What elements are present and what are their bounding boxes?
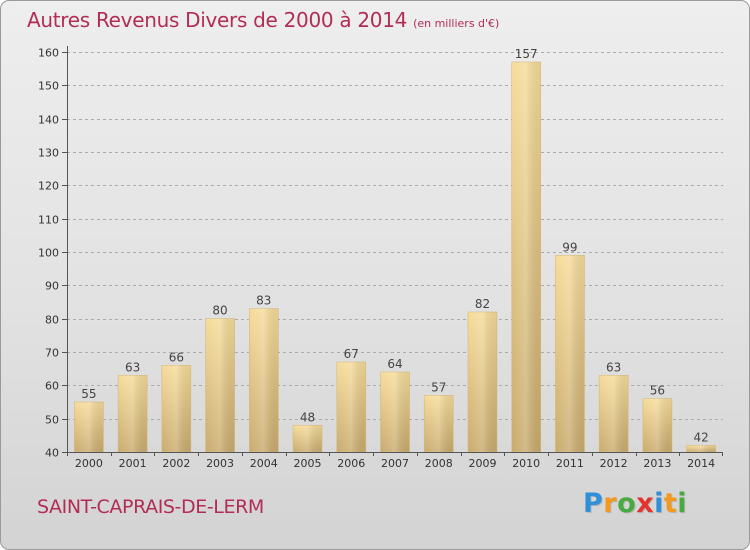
x-tick-label: 2003 [206, 457, 234, 470]
x-tick-label: 2004 [250, 457, 278, 470]
bar-value-label: 67 [344, 347, 359, 361]
y-tick-label: 140 [38, 114, 59, 127]
x-tick-label: 2006 [337, 457, 365, 470]
logo-letter: i [677, 488, 688, 519]
bar-value-label: 48 [300, 410, 315, 424]
bar-highlight [161, 365, 191, 452]
bar-value-label: 55 [81, 387, 96, 401]
bar-value-label: 83 [256, 294, 271, 308]
y-tick-label: 150 [38, 80, 59, 93]
x-tick-label: 2009 [468, 457, 496, 470]
y-tick-label: 100 [38, 247, 59, 260]
logo-letter: P [583, 488, 604, 519]
logo-letter: x [636, 488, 655, 519]
bar-value-label: 42 [693, 430, 708, 444]
commune-name: SAINT-CAPRAIS-DE-LERM [37, 496, 264, 518]
x-tick-label: 2000 [75, 457, 103, 470]
x-tick-label: 2007 [381, 457, 409, 470]
bar-highlight [336, 362, 366, 452]
bar-highlight [380, 372, 410, 452]
bar-highlight [467, 312, 497, 452]
bar-value-label: 63 [125, 360, 140, 374]
y-tick-label: 120 [38, 180, 59, 193]
x-tick-label: 2002 [162, 457, 190, 470]
y-tick-label: 160 [38, 47, 59, 60]
y-tick-label: 50 [45, 414, 59, 427]
x-tick-label: 2010 [512, 457, 540, 470]
bar-highlight [599, 375, 629, 452]
bar-highlight [424, 395, 454, 452]
bar-highlight [511, 62, 541, 452]
y-tick-label: 60 [45, 380, 59, 393]
bar-highlight [205, 318, 235, 452]
x-tick-label: 2008 [425, 457, 453, 470]
x-tick-label: 2012 [600, 457, 628, 470]
bar-value-label: 99 [562, 240, 577, 254]
bar-highlight [118, 375, 148, 452]
chart-title: Autres Revenus Divers de 2000 à 2014 (en … [27, 8, 499, 32]
bar-highlight [555, 255, 585, 452]
logo-letter: o [617, 488, 637, 519]
x-tick-label: 2001 [119, 457, 147, 470]
logo-letter: t [663, 488, 678, 519]
x-tick-label: 2014 [687, 457, 715, 470]
x-tick-label: 2013 [643, 457, 671, 470]
y-tick-label: 80 [45, 314, 59, 327]
bar-value-label: 80 [212, 304, 227, 318]
bar-highlight [249, 308, 279, 452]
y-tick-label: 40 [45, 447, 59, 460]
x-tick-label: 2005 [294, 457, 322, 470]
bar-value-label: 57 [431, 380, 446, 394]
bar-value-label: 63 [606, 360, 621, 374]
bar-highlight [293, 425, 323, 452]
logo-letter: r [603, 488, 618, 519]
bar-value-label: 64 [387, 357, 402, 371]
bar-highlight [686, 445, 716, 452]
bar-value-label: 56 [650, 384, 665, 398]
y-tick-label: 130 [38, 147, 59, 160]
bar-highlight [74, 402, 104, 452]
logo-letter: i [654, 488, 664, 519]
chart-title-text: Autres Revenus Divers de 2000 à 2014 [27, 8, 408, 32]
y-tick-label: 70 [45, 347, 59, 360]
bar-value-label: 157 [515, 47, 538, 61]
bar-highlight [642, 398, 672, 452]
y-tick-label: 110 [38, 214, 59, 227]
y-tick-label: 90 [45, 280, 59, 293]
bar-value-label: 66 [169, 350, 184, 364]
bar-value-label: 82 [475, 297, 490, 311]
proxiti-logo[interactable]: Proxiti [583, 488, 687, 519]
x-tick-label: 2011 [556, 457, 584, 470]
chart-unit-note: (en milliers d'€) [413, 17, 500, 30]
